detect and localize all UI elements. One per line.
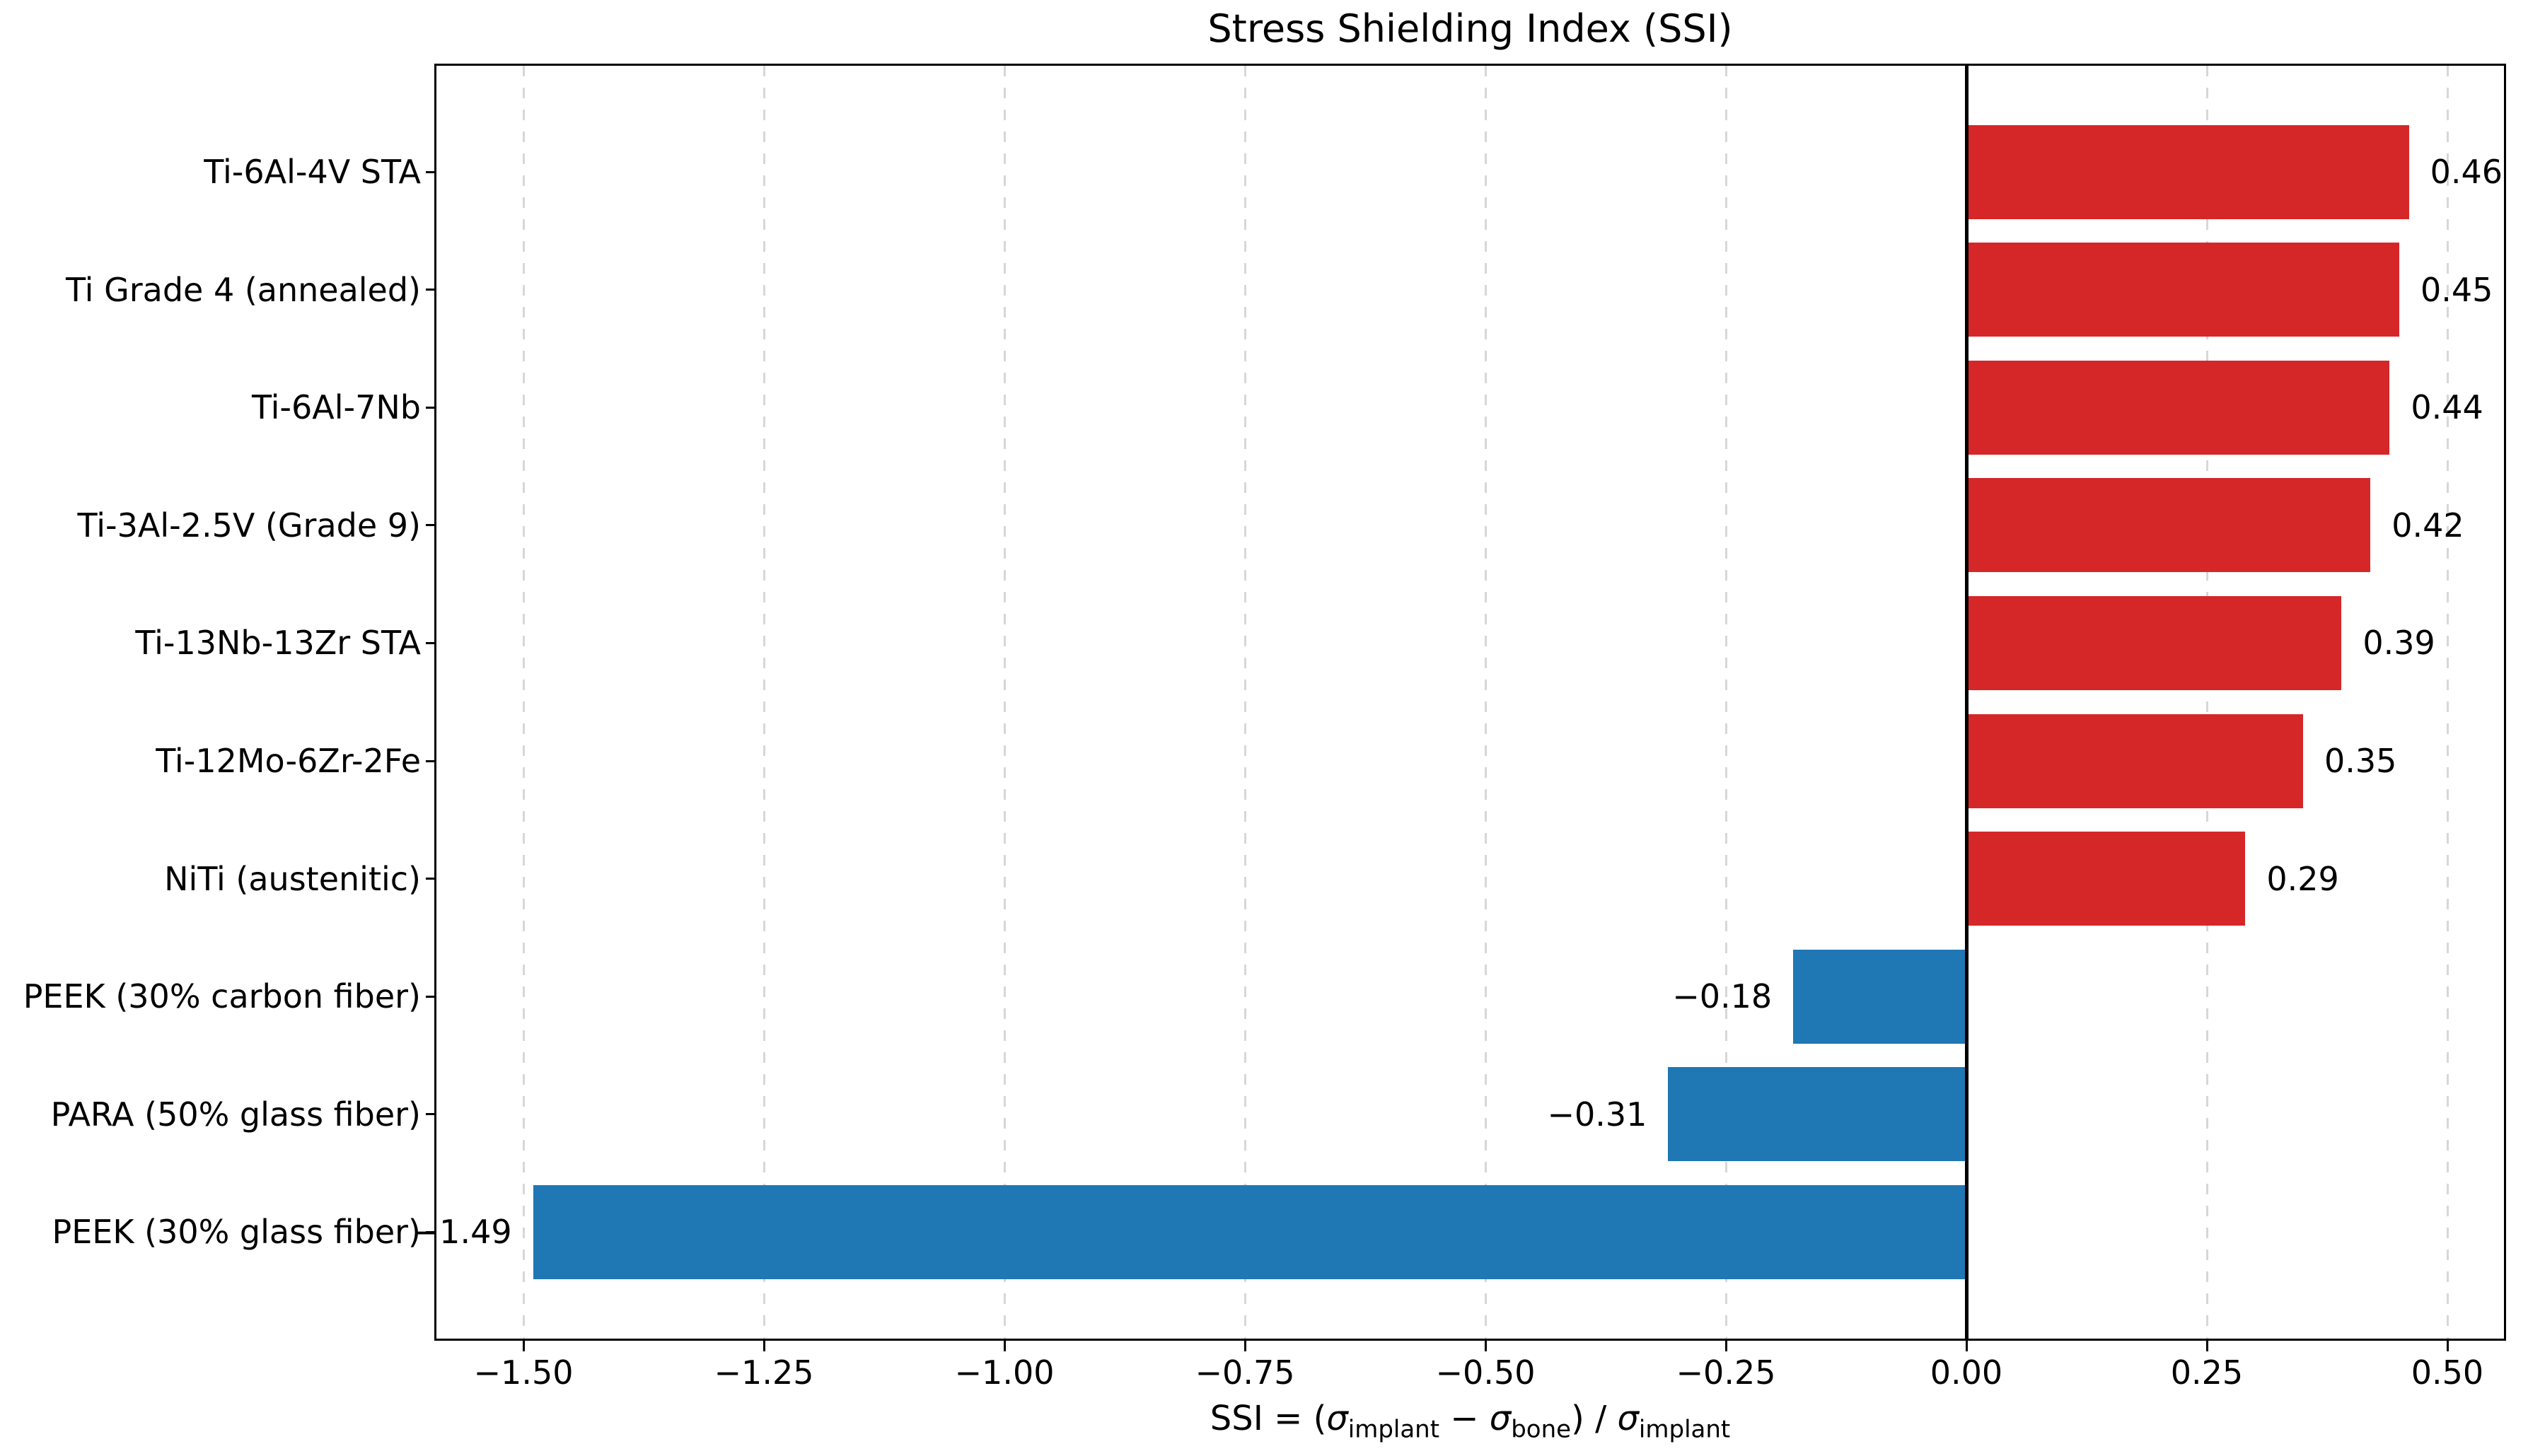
bar — [1966, 714, 2303, 808]
x-tick-mark — [2205, 1341, 2208, 1351]
plot-area: 0.46 0.45 0.44 0.42 0.39 0.35 0.29 −0.18 −0.31 −1… — [412, 64, 2506, 1341]
sigma-implant2-sub: implant — [1638, 1415, 1731, 1444]
x-axis-label-minus: − — [1439, 1399, 1490, 1438]
gridline — [1003, 66, 1006, 1339]
y-tick-label: PEEK (30% carbon fiber) — [23, 977, 421, 1016]
y-tick-label: PARA (50% glass fiber) — [50, 1095, 421, 1134]
y-tick-mark — [426, 289, 436, 291]
y-tick-label: Ti-6Al-7Nb — [251, 388, 421, 427]
bar — [1966, 124, 2409, 219]
x-tick-label: −0.25 — [1676, 1353, 1776, 1392]
sigma-implant2: σ — [1617, 1399, 1639, 1438]
x-tick-mark — [2446, 1341, 2449, 1351]
x-tick-mark — [1243, 1341, 1246, 1351]
x-tick-label: −1.50 — [473, 1353, 574, 1392]
sigma-implant: σ — [1326, 1399, 1348, 1438]
y-tick-label: Ti-3Al-2.5V (Grade 9) — [77, 506, 421, 544]
y-tick-mark — [426, 878, 436, 880]
bar — [1966, 243, 2399, 337]
x-tick-mark — [522, 1341, 525, 1351]
bar — [1966, 478, 2371, 573]
y-tick-label: Ti Grade 4 (annealed) — [65, 270, 421, 309]
chart-title: Stress Shielding Index (SSI) — [1207, 6, 1733, 51]
y-tick-mark — [426, 1113, 436, 1116]
bar-value-label: 0.29 — [2266, 859, 2339, 898]
x-tick-label: 0.50 — [2411, 1353, 2484, 1392]
y-tick-mark — [426, 1230, 436, 1233]
x-tick-label: −0.75 — [1195, 1353, 1295, 1392]
bar — [1793, 949, 1966, 1044]
bar-value-label: 0.42 — [2391, 506, 2464, 544]
bar-value-label: 0.39 — [2362, 624, 2435, 663]
gridline — [1484, 66, 1487, 1339]
gridline — [1724, 66, 1727, 1339]
x-tick-label: 0.25 — [2170, 1353, 2244, 1392]
bar-value-label: 0.44 — [2411, 388, 2483, 427]
bar — [533, 1184, 1966, 1279]
x-tick-label: −1.00 — [954, 1353, 1055, 1392]
y-tick-mark — [426, 406, 436, 409]
gridline — [522, 66, 525, 1339]
y-tick-label: Ti-13Nb-13Zr STA — [135, 624, 421, 663]
x-tick-label: 0.00 — [1930, 1353, 2003, 1392]
x-axis-label-middle: ) / — [1571, 1399, 1618, 1438]
bar-value-label: −0.31 — [1547, 1095, 1647, 1134]
y-tick-mark — [426, 759, 436, 762]
x-tick-mark — [1724, 1341, 1727, 1351]
y-tick-label: Ti-6Al-4V STA — [204, 153, 421, 191]
y-tick-label: NiTi (austenitic) — [164, 859, 421, 898]
sigma-bone: σ — [1489, 1399, 1512, 1438]
bar-value-label: −0.18 — [1672, 977, 1773, 1016]
y-tick-mark — [426, 170, 436, 173]
gridline — [763, 66, 765, 1339]
sigma-implant-sub: implant — [1347, 1415, 1440, 1444]
y-tick-mark — [426, 995, 436, 998]
bar — [1966, 832, 2246, 926]
gridline — [1243, 66, 1246, 1339]
x-axis-label: SSI = (σimplant − σbone) / σimplant — [763, 1397, 2178, 1451]
bar — [1668, 1067, 1966, 1162]
y-tick-mark — [426, 641, 436, 644]
gridline — [2446, 66, 2449, 1339]
y-tick-label: PEEK (30% glass fiber) — [52, 1213, 421, 1252]
bar-value-label: 0.35 — [2324, 742, 2397, 780]
x-tick-mark — [1484, 1341, 1487, 1351]
y-tick-mark — [426, 524, 436, 527]
bar-value-label: 0.46 — [2430, 153, 2503, 191]
y-tick-label: Ti-12Mo-6Zr-2Fe — [156, 742, 421, 780]
gridline — [2205, 66, 2208, 1339]
x-tick-label: −0.50 — [1435, 1353, 1536, 1392]
zero-reference-line — [1964, 66, 1969, 1339]
bar-value-label: 0.45 — [2420, 270, 2493, 309]
x-tick-mark — [1965, 1341, 1968, 1351]
x-tick-mark — [1003, 1341, 1006, 1351]
x-tick-mark — [763, 1341, 765, 1351]
sigma-bone-sub: bone — [1511, 1415, 1572, 1444]
x-axis-label-prefix: SSI = ( — [1210, 1399, 1327, 1438]
bar — [1966, 595, 2342, 690]
bar — [1966, 360, 2390, 455]
x-tick-label: −1.25 — [714, 1353, 814, 1392]
